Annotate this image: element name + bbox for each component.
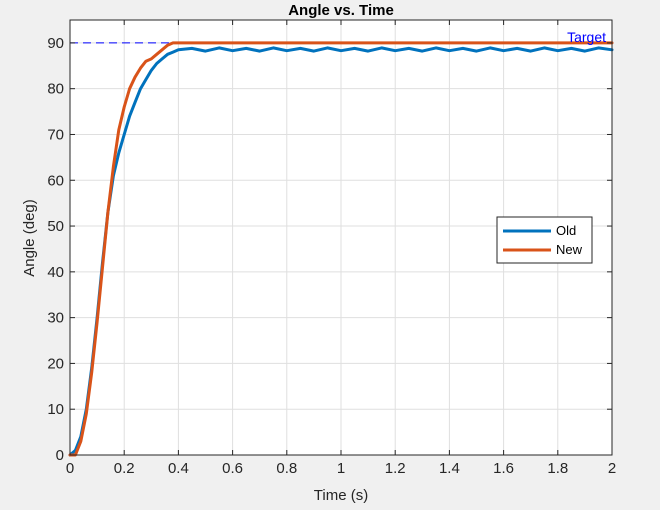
x-tick-label: 1 bbox=[337, 460, 345, 477]
x-tick-label: 0.8 bbox=[276, 460, 297, 477]
x-tick-label: 2 bbox=[608, 460, 616, 477]
target-label: Target bbox=[567, 29, 606, 45]
y-axis-ticks: 0 10 20 30 40 50 60 70 80 90 bbox=[47, 35, 612, 464]
y-axis-label: Angle (deg) bbox=[21, 199, 38, 277]
y-tick-label: 70 bbox=[47, 126, 64, 143]
x-axis-label: Time (s) bbox=[314, 487, 368, 504]
y-tick-label: 50 bbox=[47, 218, 64, 235]
legend-label-new: New bbox=[556, 242, 583, 257]
x-tick-label: 0.4 bbox=[168, 460, 189, 477]
series-line-old bbox=[68, 46, 614, 457]
y-tick-label: 30 bbox=[47, 310, 64, 327]
x-tick-label: 1.2 bbox=[385, 460, 406, 477]
x-tick-label: 1.6 bbox=[493, 460, 514, 477]
y-tick-label: 20 bbox=[47, 355, 64, 372]
x-tick-label: 0 bbox=[66, 460, 74, 477]
x-tick-label: 0.6 bbox=[222, 460, 243, 477]
y-tick-label: 80 bbox=[47, 81, 64, 98]
y-tick-label: 90 bbox=[47, 35, 64, 52]
series-line-new bbox=[68, 41, 614, 457]
series-lines bbox=[68, 41, 614, 457]
legend: Old New bbox=[496, 216, 593, 264]
x-tick-label: 0.2 bbox=[114, 460, 135, 477]
y-tick-label: 0 bbox=[56, 447, 64, 464]
x-axis-ticks: 0 0.2 0.4 0.6 0.8 1 1.2 1.4 1.6 1.8 2 bbox=[66, 20, 616, 477]
x-tick-label: 1.4 bbox=[439, 460, 460, 477]
chart-title: Angle vs. Time bbox=[288, 2, 394, 19]
y-tick-label: 60 bbox=[47, 172, 64, 189]
y-tick-label: 10 bbox=[47, 401, 64, 418]
y-tick-label: 40 bbox=[47, 264, 64, 281]
legend-box bbox=[496, 216, 593, 264]
legend-label-old: Old bbox=[556, 223, 576, 238]
x-tick-label: 1.8 bbox=[547, 460, 568, 477]
